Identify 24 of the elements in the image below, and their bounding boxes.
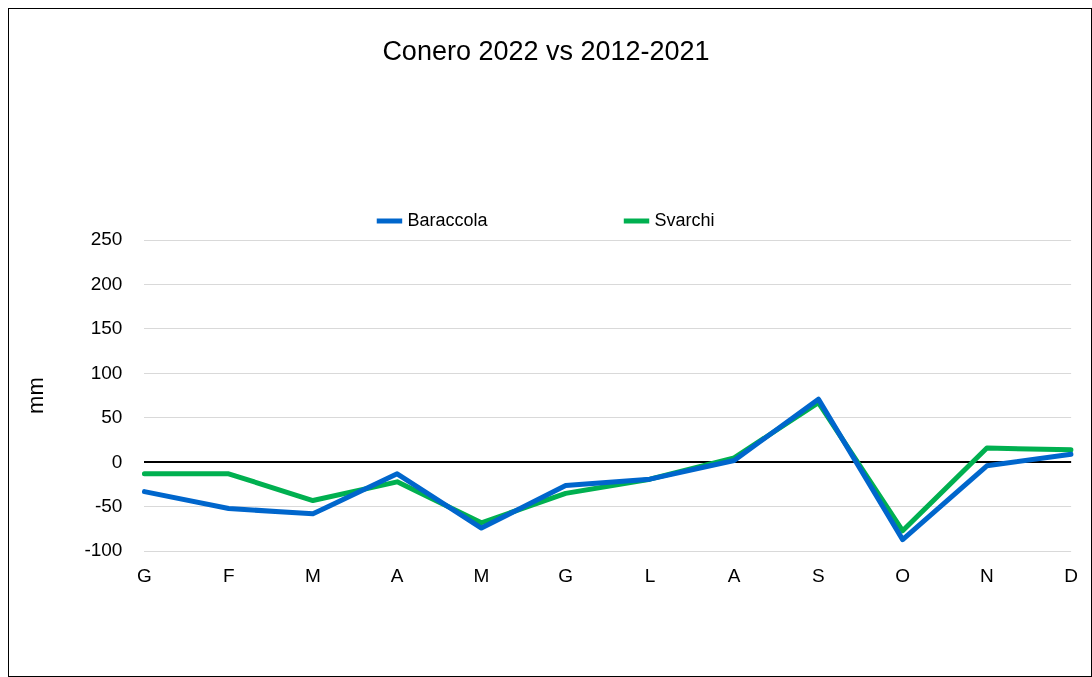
x-tick-label: L [644,564,656,586]
y-tick-label: -50 [94,494,123,516]
x-tick-label: F [222,564,235,586]
y-tick-label: 150 [90,317,123,339]
y-tick-label: 100 [90,361,123,383]
x-tick-label: M [305,564,321,586]
y-tick-label: 0 [111,450,123,472]
x-tick-label: D [1064,564,1079,586]
x-tick-label: G [137,564,152,586]
legend-label: Svarchi [654,209,715,230]
x-tick-label: G [558,564,574,586]
y-tick-label: 250 [90,228,123,250]
y-tick-label: 200 [90,272,123,294]
y-axis-title: mm [23,377,49,414]
x-tick-label: N [980,564,994,586]
chart-title: Conero 2022 vs 2012-2021 [381,36,711,67]
x-tick-label: O [895,564,911,586]
x-tick-label: A [727,564,741,586]
y-tick-label: -100 [84,539,123,561]
x-tick-label: M [473,564,490,586]
y-tick-label: 50 [101,406,123,428]
x-tick-label: S [812,564,825,586]
legend-label: Baraccola [407,209,489,230]
x-tick-label: A [390,564,404,586]
